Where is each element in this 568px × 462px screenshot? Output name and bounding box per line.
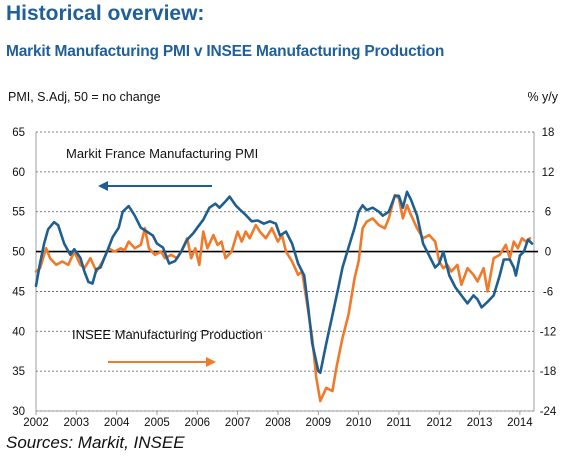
left-tick-label: 60 (12, 167, 25, 179)
right-tick-label: 18 (542, 127, 555, 139)
left-tick-label: 35 (12, 366, 25, 378)
x-tick-label: 2014 (507, 417, 533, 429)
left-tick-label: 30 (12, 406, 25, 418)
x-tick-label: 2011 (387, 417, 412, 429)
right-tick-label: -6 (543, 286, 553, 298)
x-tick-label: 2008 (265, 417, 291, 429)
series-line-production (34, 193, 532, 403)
right-tick-label: -24 (540, 406, 557, 418)
x-tick-label: 2005 (144, 417, 170, 429)
x-tick-label: 2006 (184, 417, 210, 429)
x-tick-label: 2007 (225, 417, 251, 429)
x-tick-label: 2009 (305, 417, 331, 429)
left-axis-label: PMI, S.Adj, 50 = no change (8, 90, 161, 104)
right-tick-label: -18 (540, 366, 557, 378)
x-tick-label: 2004 (104, 417, 130, 429)
left-tick-label: 40 (12, 326, 25, 338)
annotation-pmi-arrowhead (98, 181, 108, 191)
annotation-pmi-label: Markit France Manufacturing PMI (66, 146, 258, 161)
x-tick-label: 2010 (346, 417, 372, 429)
right-axis-label: % y/y (527, 90, 558, 104)
right-tick-label: 6 (545, 207, 551, 219)
series-line-pmi (34, 190, 534, 374)
left-tick-label: 50 (12, 247, 25, 259)
chart-subtitle: Markit Manufacturing PMI v INSEE Manufac… (6, 43, 445, 60)
page-title: Historical overview: (6, 2, 205, 25)
source-note: Sources: Markit, INSEE (6, 433, 185, 452)
x-tick-label: 2013 (467, 417, 493, 429)
annotation-production-arrowhead (206, 357, 216, 367)
right-tick-label: 0 (545, 247, 551, 259)
x-tick-label: 2003 (64, 417, 90, 429)
right-tick-label: 12 (542, 167, 555, 179)
right-tick-label: -12 (540, 326, 557, 338)
x-tick-label: 2002 (23, 417, 49, 429)
annotation-production-label: INSEE Manufacturing Production (72, 327, 263, 342)
left-tick-label: 45 (12, 286, 25, 298)
x-tick-label: 2012 (426, 417, 452, 429)
left-tick-label: 65 (12, 127, 25, 139)
left-tick-label: 55 (12, 207, 25, 219)
